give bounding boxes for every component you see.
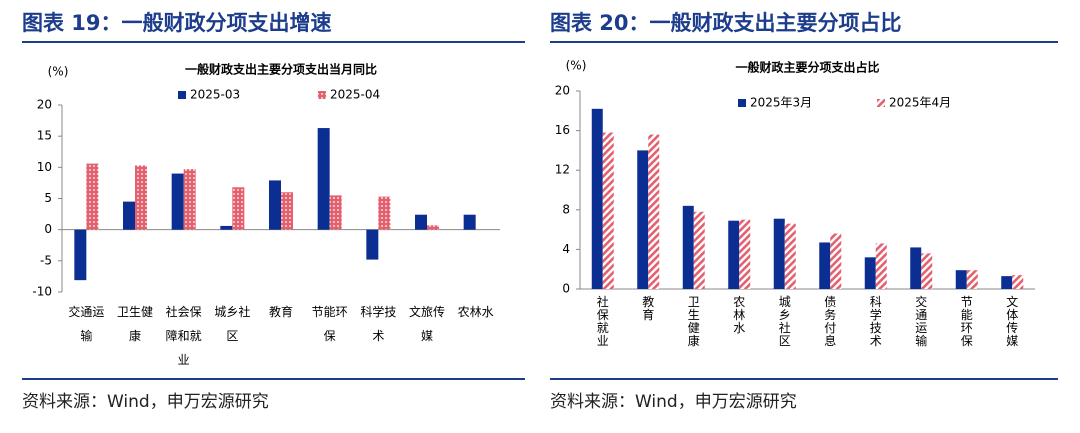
y-tick-label: 0 xyxy=(562,282,570,296)
legend-swatch xyxy=(178,91,186,99)
bar xyxy=(830,233,842,289)
bar xyxy=(232,187,245,230)
y-tick-label: 20 xyxy=(37,98,52,112)
y-tick-label: -10 xyxy=(32,285,52,299)
y-tick-label: 5 xyxy=(44,191,52,205)
legend-label: 2025-04 xyxy=(330,88,380,102)
x-tick-label: 城乡社区 xyxy=(214,304,250,343)
bar xyxy=(135,165,147,230)
x-tick-label: 教育 xyxy=(642,294,654,322)
x-tick-label: 科学技术 xyxy=(360,304,396,343)
legend-swatch xyxy=(738,99,746,107)
bar xyxy=(910,247,922,289)
bar xyxy=(602,132,614,289)
bar xyxy=(74,229,87,281)
bar xyxy=(281,192,293,230)
y-tick-label: 16 xyxy=(555,123,570,137)
y-tick-label: 4 xyxy=(562,242,570,256)
bar xyxy=(1001,276,1013,289)
source-note: 资料来源：Wind，申万宏源研究 xyxy=(22,392,269,412)
x-tick-label: 城乡社区 xyxy=(779,295,791,348)
bar xyxy=(366,229,379,260)
bar xyxy=(739,219,751,289)
y-tick-label: -5 xyxy=(40,253,52,267)
x-tick-label: 社保就业 xyxy=(597,294,609,348)
bar xyxy=(875,243,887,289)
figure-heading: 图表 20：一般财政支出主要分项占比 xyxy=(550,11,902,35)
y-tick-label: 20 xyxy=(555,84,570,98)
bar xyxy=(463,214,476,230)
x-tick-label: 教育 xyxy=(269,304,293,319)
bar xyxy=(329,195,342,230)
bar xyxy=(269,180,281,230)
bar xyxy=(637,150,649,289)
x-tick-label: 债务付息 xyxy=(824,295,836,348)
y-tick-label: 15 xyxy=(37,129,52,143)
bar xyxy=(183,169,196,230)
x-tick-label: 节能环保 xyxy=(312,305,348,343)
bar xyxy=(864,257,876,289)
source-note: 资料来源：Wind，申万宏源研究 xyxy=(550,392,797,412)
legend-swatch xyxy=(318,91,326,99)
y-tick-label: 8 xyxy=(562,202,570,216)
x-tick-label: 交通运输 xyxy=(68,304,104,343)
x-tick-label: 农林水 xyxy=(733,295,745,335)
bar xyxy=(220,225,233,230)
unit-label: (%) xyxy=(566,59,587,73)
x-tick-label: 社会保障和就业 xyxy=(166,304,202,367)
bar xyxy=(171,173,184,230)
chart-title: 一般财政主要分项支出占比 xyxy=(735,60,879,75)
legend-label: 2025年4月 xyxy=(889,96,951,110)
y-tick-label: 12 xyxy=(555,163,570,177)
figure-heading: 图表 19：一般财政分项支出增速 xyxy=(22,11,332,35)
bar xyxy=(86,163,99,230)
bar xyxy=(693,211,705,289)
bar xyxy=(682,205,694,289)
x-tick-label: 农林水 xyxy=(458,305,494,319)
bar xyxy=(966,270,978,289)
x-tick-label: 节能环保 xyxy=(961,295,973,348)
y-tick-label: 10 xyxy=(37,160,52,174)
bar xyxy=(784,223,796,289)
x-tick-label: 交通运输 xyxy=(915,294,927,348)
x-tick-label: 卫生健康 xyxy=(688,295,700,348)
bar xyxy=(819,242,831,289)
x-tick-label: 文旅传媒 xyxy=(409,304,445,343)
bar xyxy=(415,214,427,230)
y-tick-label: 0 xyxy=(44,222,52,236)
bar xyxy=(773,218,785,289)
bar xyxy=(921,253,933,289)
bar xyxy=(728,220,740,289)
bar xyxy=(955,270,967,289)
unit-label: (%) xyxy=(48,65,69,79)
x-tick-label: 科学技术 xyxy=(870,295,882,348)
legend-swatch xyxy=(877,99,885,107)
bar xyxy=(123,201,135,230)
bar xyxy=(378,196,391,230)
legend-label: 2025-03 xyxy=(190,88,240,102)
bar xyxy=(317,128,330,230)
x-tick-label: 文体传媒 xyxy=(1006,294,1018,348)
x-tick-label: 卫生健康 xyxy=(117,305,153,343)
chart-title: 一般财政支出主要分项支出当月同比 xyxy=(185,62,377,77)
bar xyxy=(648,134,660,289)
bar xyxy=(427,225,439,230)
bar xyxy=(591,108,603,289)
legend-label: 2025年3月 xyxy=(750,96,812,110)
bar xyxy=(1012,275,1024,289)
